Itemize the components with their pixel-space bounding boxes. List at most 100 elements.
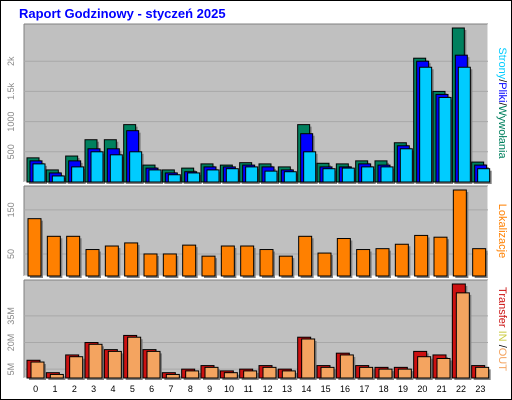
bar-lokalizacje: [220, 245, 235, 277]
xtick-label: 9: [207, 384, 212, 394]
bar-strony: [283, 171, 297, 183]
bar-lokalizacje: [452, 189, 467, 277]
side-label-hits-part: Strony: [496, 47, 508, 79]
hits-panel-ytick-label: 2k: [6, 56, 16, 66]
xtick-label: 13: [282, 384, 292, 394]
side-label-transfer-part: IN: [496, 331, 508, 342]
bar-strony: [51, 175, 65, 183]
xtick-label: 16: [340, 384, 350, 394]
bar-lokalizacje: [356, 249, 371, 277]
bar-out: [262, 366, 277, 379]
bar-out: [107, 350, 122, 379]
bar-out: [475, 366, 490, 379]
xtick-label: 18: [379, 384, 389, 394]
xtick-label: 10: [224, 384, 234, 394]
bar-lokalizacje: [66, 235, 81, 277]
bar-out: [204, 366, 219, 379]
hits-panel-ytick-label: 1000: [6, 112, 16, 132]
hits-panel-ytick-label: 1.5k: [6, 82, 16, 100]
bar-strony: [148, 169, 162, 183]
bar-lokalizacje: [240, 245, 255, 277]
bar-strony: [322, 168, 336, 183]
side-label-hits: Strony/Pliki/Wywołania: [496, 47, 508, 159]
xtick-label: 15: [321, 384, 331, 394]
bar-out: [417, 356, 432, 379]
transfer-panel-ytick-label: 5M: [6, 363, 16, 376]
bar-lokalizacje: [375, 248, 390, 277]
xtick-label: 14: [301, 384, 311, 394]
transfer-panel-ytick-label: 20M: [6, 334, 16, 352]
bar-lokalizacje: [27, 218, 42, 277]
side-label-visits-part: Lokalizacje: [496, 204, 508, 258]
bar-lokalizacje: [317, 252, 332, 277]
xtick-label: 1: [52, 384, 57, 394]
xtick-label: 2: [72, 384, 77, 394]
xtick-label: 19: [398, 384, 408, 394]
bar-strony: [457, 66, 471, 183]
xtick-label: 7: [168, 384, 173, 394]
bar-strony: [129, 151, 143, 183]
bar-out: [359, 366, 374, 379]
bar-lokalizacje: [143, 253, 158, 277]
xtick-label: 22: [456, 384, 466, 394]
side-label-hits-part: Wywołania: [496, 106, 508, 160]
bar-strony: [361, 166, 375, 183]
side-label-hits-part: /: [496, 79, 508, 83]
xtick-label: 21: [437, 384, 447, 394]
bar-out: [397, 368, 412, 379]
bar-out: [69, 356, 84, 379]
xtick-label: 17: [359, 384, 369, 394]
bar-strony: [341, 167, 355, 183]
bar-out: [301, 338, 316, 379]
visits-panel-plot: [24, 186, 488, 276]
bar-strony: [90, 151, 104, 183]
side-label-transfer-part: OUT: [496, 348, 508, 372]
side-label-visits: Lokalizacje: [496, 204, 508, 258]
bar-strony: [206, 169, 220, 183]
side-label-hits-part: /: [496, 102, 508, 106]
bar-lokalizacje: [124, 242, 139, 277]
bar-strony: [109, 154, 123, 183]
bar-lokalizacje: [414, 234, 429, 277]
bar-out: [339, 354, 354, 379]
bar-out: [185, 370, 200, 379]
xtick-label: 20: [417, 384, 427, 394]
transfer-panel-ytick-label: 35M: [6, 307, 16, 325]
bar-lokalizacje: [259, 249, 274, 277]
bar-lokalizacje: [336, 238, 351, 277]
bar-lokalizacje: [278, 255, 293, 277]
bar-out: [88, 343, 103, 379]
xtick-label: 8: [188, 384, 193, 394]
bar-strony: [380, 166, 394, 183]
bar-strony: [245, 166, 259, 183]
bar-out: [320, 366, 335, 379]
bar-lokalizacje: [104, 245, 119, 277]
xtick-label: 0: [33, 384, 38, 394]
side-label-transfer-part: Transfer: [496, 287, 508, 328]
bar-strony: [264, 170, 278, 183]
visits-panel-ytick-label: 50: [6, 249, 16, 259]
bar-lokalizacje: [46, 235, 61, 277]
bar-out: [455, 292, 470, 379]
bar-out: [165, 373, 180, 379]
bar-out: [243, 370, 258, 379]
bar-out: [436, 357, 451, 379]
bar-lokalizacje: [298, 235, 313, 277]
bar-lokalizacje: [182, 244, 197, 277]
side-label-transfer: Transfer IN /OUT: [496, 287, 508, 371]
bar-out: [30, 361, 45, 379]
bar-strony: [419, 66, 433, 183]
xtick-label: 5: [130, 384, 135, 394]
bar-lokalizacje: [201, 255, 216, 277]
bar-strony: [225, 168, 239, 183]
side-label-transfer-part: /: [496, 345, 508, 349]
bar-strony: [438, 96, 452, 183]
page-title: Raport Godzinowy - styczeń 2025: [19, 6, 226, 21]
visits-panel-ytick-label: 150: [6, 202, 16, 217]
bar-lokalizacje: [433, 236, 448, 277]
side-label-hits-part: Pliki: [496, 82, 508, 102]
bar-lokalizacje: [162, 253, 177, 277]
bar-strony: [32, 163, 46, 183]
bar-out: [49, 373, 64, 379]
